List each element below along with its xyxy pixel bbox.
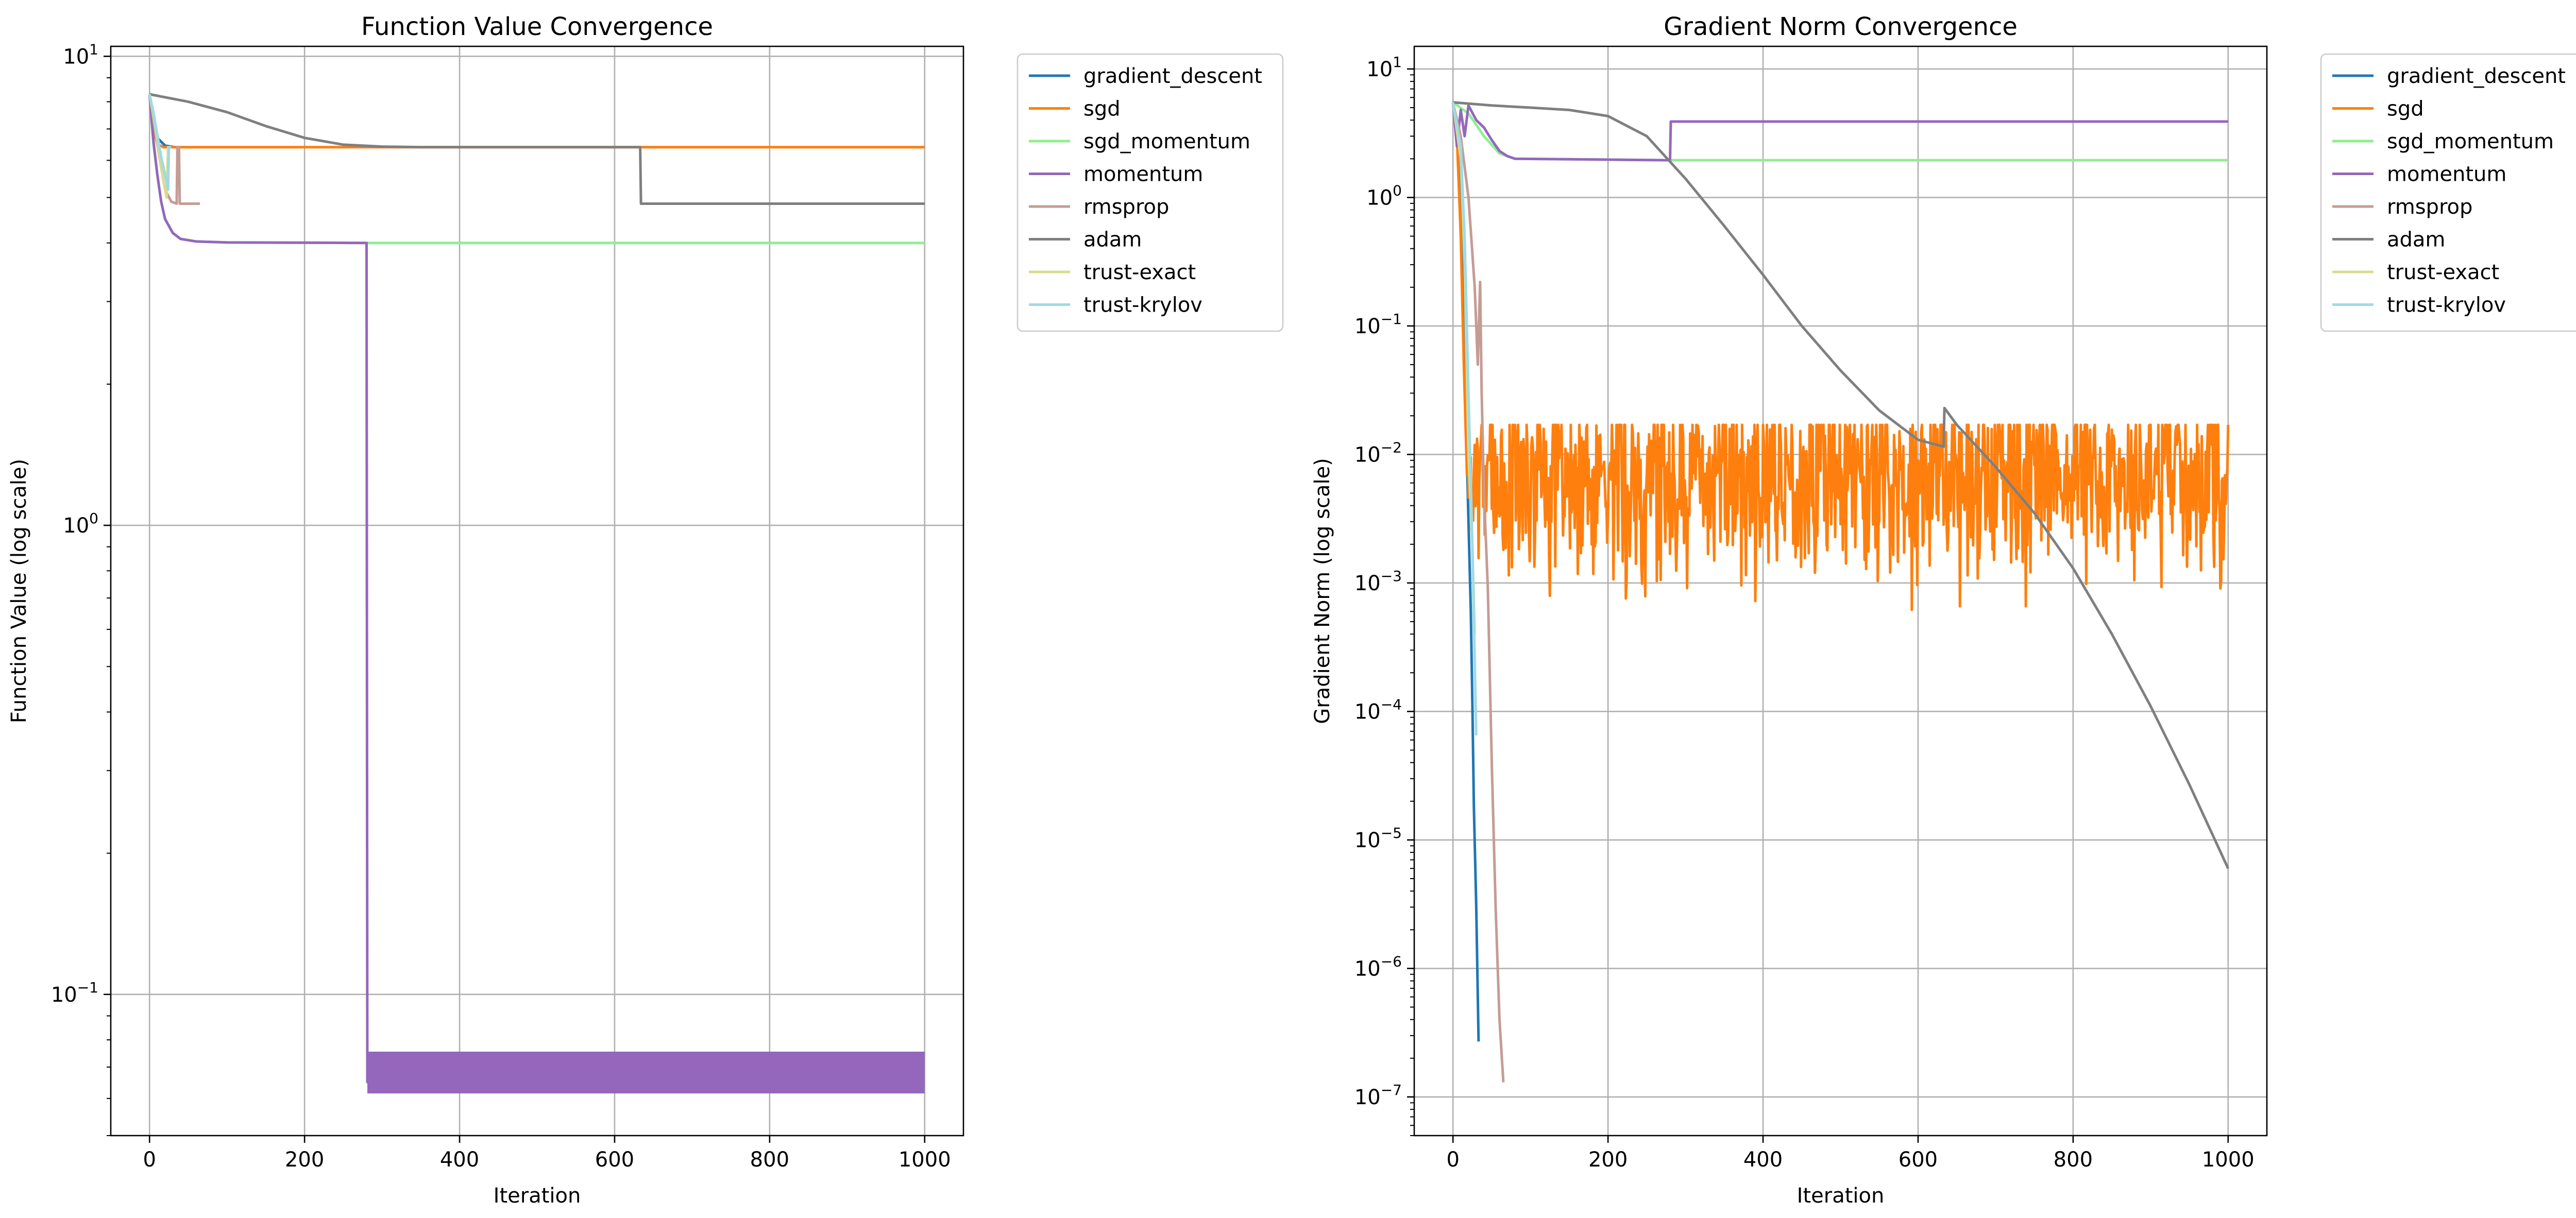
legend-item: trust-exact [1029,261,1196,284]
grid-lines [1414,46,2267,1136]
y-axis: 10−7 10−6 10−5 10−4 10−3 10−2 10−1 100 101 [1354,54,1414,1136]
axes-frame [1413,45,2268,1137]
legend-box [2320,53,2576,332]
legend-label: trust-exact [1083,261,1196,284]
series-line-adam [1452,101,2230,869]
axes-frame [110,45,964,1137]
y-axis: 10−1 100 101 [51,41,111,1136]
legend-item: sgd_momentum [2332,130,2554,153]
legend-label: sgd [1083,97,1121,121]
series-adam [149,93,925,205]
x-axis-label: Iteration [494,1184,581,1208]
series-sgd [1451,102,2230,611]
x-tick-label: 600 [1899,1148,1938,1172]
series-adam [1452,101,2230,869]
gradient-norm-panel: 0 200 400 600 800 100010−710−610−510−410−310−… [1311,12,2576,1208]
x-axis: 0 200 400 600 800 1000 [143,1136,951,1172]
legend-item: gradient_descent [2332,64,2566,88]
x-tick-label: 0 [1447,1148,1460,1172]
y-tick-label: 10−5 [1354,825,1402,852]
plot-area [148,93,925,1094]
y-tick-label: 10−7 [1354,1082,1402,1109]
x-axis-label: Iteration [1797,1184,1885,1208]
legend-label: trust-krylov [2387,294,2506,317]
legend-item: momentum [1029,163,1203,186]
series-trust-krylov [1451,102,1478,736]
series-line-adam [149,93,925,205]
legend-item: adam [2332,228,2445,252]
x-tick-label: 600 [595,1148,634,1172]
x-tick-label: 1000 [2202,1148,2255,1172]
legend-item: sgd_momentum [1029,130,1250,153]
legend-item: trust-krylov [1029,294,1202,317]
legend-label: trust-exact [2387,261,2499,284]
y-axis-label: Function Value (log scale) [7,459,31,723]
y-axis-label: Gradient Norm (log scale) [1311,458,1334,724]
legend-item: trust-exact [2332,261,2499,284]
y-tick-label: 10−1 [1354,311,1402,338]
legend-label: adam [1083,228,1142,252]
y-tick-label: 100 [1366,182,1402,210]
legend-label: sgd_momentum [2387,130,2554,153]
legend-item: sgd [2332,97,2424,121]
function-value-panel: 0 200 400 600 800 1000 10−1 100 101 Function Valu… [7,12,1284,1208]
y-tick-label: 10−6 [1354,953,1402,981]
legend-item: momentum [2332,163,2506,186]
y-tick-label: 10−3 [1354,568,1402,595]
legend-label: rmsprop [1083,195,1169,219]
x-axis: 0 200 400 600 800 1000 [1447,1136,2255,1172]
y-tick-label: 10−4 [1354,696,1402,724]
series-trust-krylov [148,94,172,191]
grid-lines [111,46,963,1136]
chart-title: Function Value Convergence [361,12,713,41]
series-momentum [1451,102,2228,162]
x-tick-label: 400 [440,1148,479,1172]
series-momentum [148,94,925,1094]
x-tick-label: 200 [1588,1148,1628,1172]
x-tick-label: 200 [285,1148,324,1172]
legend-label: gradient_descent [2387,64,2566,88]
legend-item: gradient_descent [1029,64,1262,88]
legend-label: adam [2387,228,2445,252]
x-tick-label: 0 [143,1148,156,1172]
x-tick-label: 1000 [899,1148,951,1172]
chart-title: Gradient Norm Convergence [1664,12,2018,41]
legend-item: trust-krylov [2332,294,2506,317]
y-tick-label: 10−1 [51,979,98,1007]
y-tick-label: 101 [63,41,98,68]
series-line-rmsprop [1451,102,1505,1083]
x-tick-label: 800 [2054,1148,2093,1172]
plot-area [1451,101,2230,1083]
legend-item: rmsprop [2332,195,2472,219]
legend-label: momentum [1083,163,1203,186]
legend-label: momentum [2387,163,2506,186]
legend-item: sgd [1029,97,1121,121]
series-line-trust-krylov [148,94,172,191]
legend-item: rmsprop [1029,195,1169,219]
y-tick-label: 10−2 [1354,439,1402,467]
series-line-momentum [148,94,925,1084]
series-rmsprop [1451,102,1505,1083]
series-band-momentum [367,1051,925,1094]
y-tick-label: 101 [1366,54,1402,81]
x-tick-label: 800 [750,1148,789,1172]
y-tick-label: 100 [63,510,98,538]
series-line-trust-krylov [1451,102,1478,736]
legend-label: sgd_momentum [1083,130,1250,153]
legend-item: adam [1029,228,1142,252]
legend-box [1016,53,1284,332]
legend-label: gradient_descent [1083,64,1262,88]
legend-label: sgd [2387,97,2424,121]
x-tick-label: 400 [1743,1148,1783,1172]
legend-label: rmsprop [2387,195,2472,219]
legend-label: trust-krylov [1083,294,1202,317]
series-line-sgd [1451,102,2230,611]
series-line-momentum [1451,102,2228,162]
